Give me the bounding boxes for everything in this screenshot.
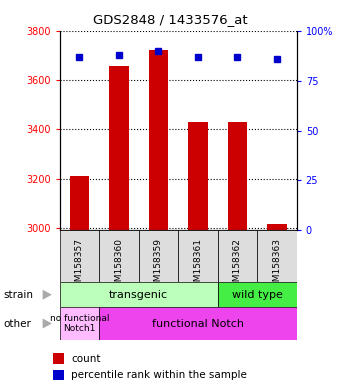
Bar <box>257 230 297 282</box>
Polygon shape <box>43 319 52 329</box>
Bar <box>70 176 89 230</box>
Bar <box>60 307 99 340</box>
Text: strain: strain <box>3 290 33 300</box>
Text: wild type: wild type <box>232 290 283 300</box>
Bar <box>218 282 297 307</box>
Text: no functional
Notch1: no functional Notch1 <box>50 314 109 333</box>
Text: functional Notch: functional Notch <box>152 318 244 329</box>
Text: GSM158357: GSM158357 <box>75 238 84 293</box>
Bar <box>227 122 247 230</box>
Text: GDS2848 / 1433576_at: GDS2848 / 1433576_at <box>93 13 248 26</box>
Text: GSM158363: GSM158363 <box>272 238 281 293</box>
Bar <box>218 230 257 282</box>
Bar <box>53 369 64 380</box>
Bar <box>60 282 218 307</box>
Bar <box>53 353 64 364</box>
Bar <box>188 122 208 230</box>
Bar <box>60 230 99 282</box>
Bar <box>178 230 218 282</box>
Text: other: other <box>3 318 31 329</box>
Bar <box>139 230 178 282</box>
Text: GSM158362: GSM158362 <box>233 238 242 293</box>
Text: GSM158361: GSM158361 <box>193 238 203 293</box>
Text: transgenic: transgenic <box>109 290 168 300</box>
Bar <box>99 230 139 282</box>
Text: count: count <box>71 354 101 364</box>
Bar <box>267 224 287 230</box>
Text: GSM158359: GSM158359 <box>154 238 163 293</box>
Bar <box>109 66 129 230</box>
Bar <box>149 50 168 230</box>
Text: GSM158360: GSM158360 <box>115 238 123 293</box>
Bar <box>99 307 297 340</box>
Polygon shape <box>43 290 52 300</box>
Text: percentile rank within the sample: percentile rank within the sample <box>71 370 247 380</box>
